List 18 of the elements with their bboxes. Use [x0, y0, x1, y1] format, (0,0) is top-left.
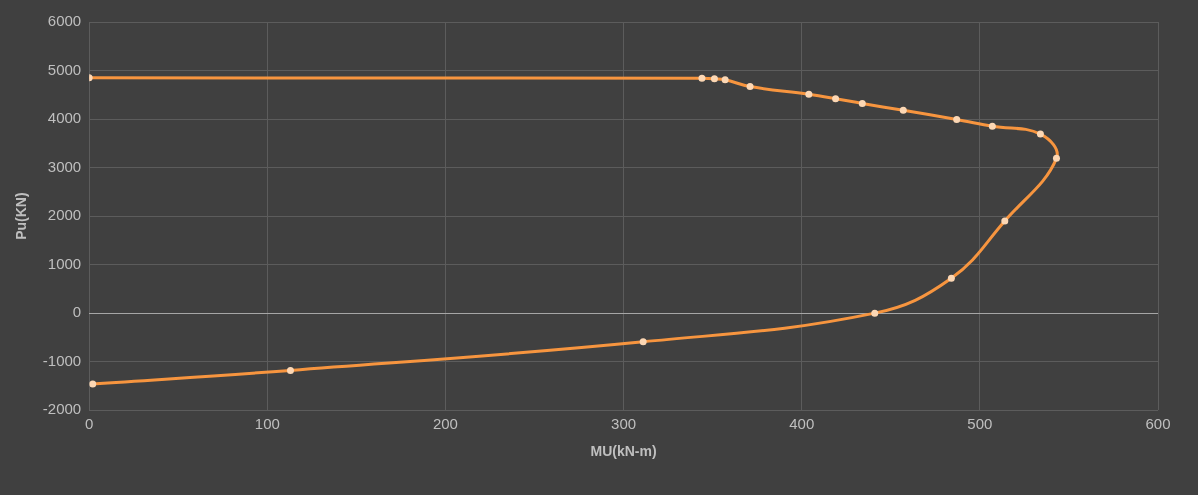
y-tick-label: -1000 [42, 351, 82, 369]
y-tick-label: 4000 [47, 109, 82, 127]
y-tick-label: 3000 [47, 157, 82, 175]
y-tick-label: 1000 [47, 254, 82, 272]
x-tick-label: 300 [611, 415, 637, 433]
y-tick-label: -2000 [42, 400, 82, 418]
x-axis-title: MU(kN-m) [590, 443, 657, 460]
y-tick-label: 0 [72, 303, 82, 321]
x-tick-label: 600 [1145, 415, 1171, 433]
y-tick-label: 5000 [47, 60, 82, 78]
x-tick-label: 400 [789, 415, 815, 433]
y-tick-label: 2000 [47, 206, 82, 224]
x-tick-label: 500 [967, 415, 993, 433]
y-tick-label: 6000 [47, 12, 82, 30]
x-tick-label: 100 [254, 415, 280, 433]
x-tick-label: 0 [84, 415, 94, 433]
y-axis-title: Pu(KN) [13, 192, 30, 240]
x-tick-label: 200 [432, 415, 458, 433]
